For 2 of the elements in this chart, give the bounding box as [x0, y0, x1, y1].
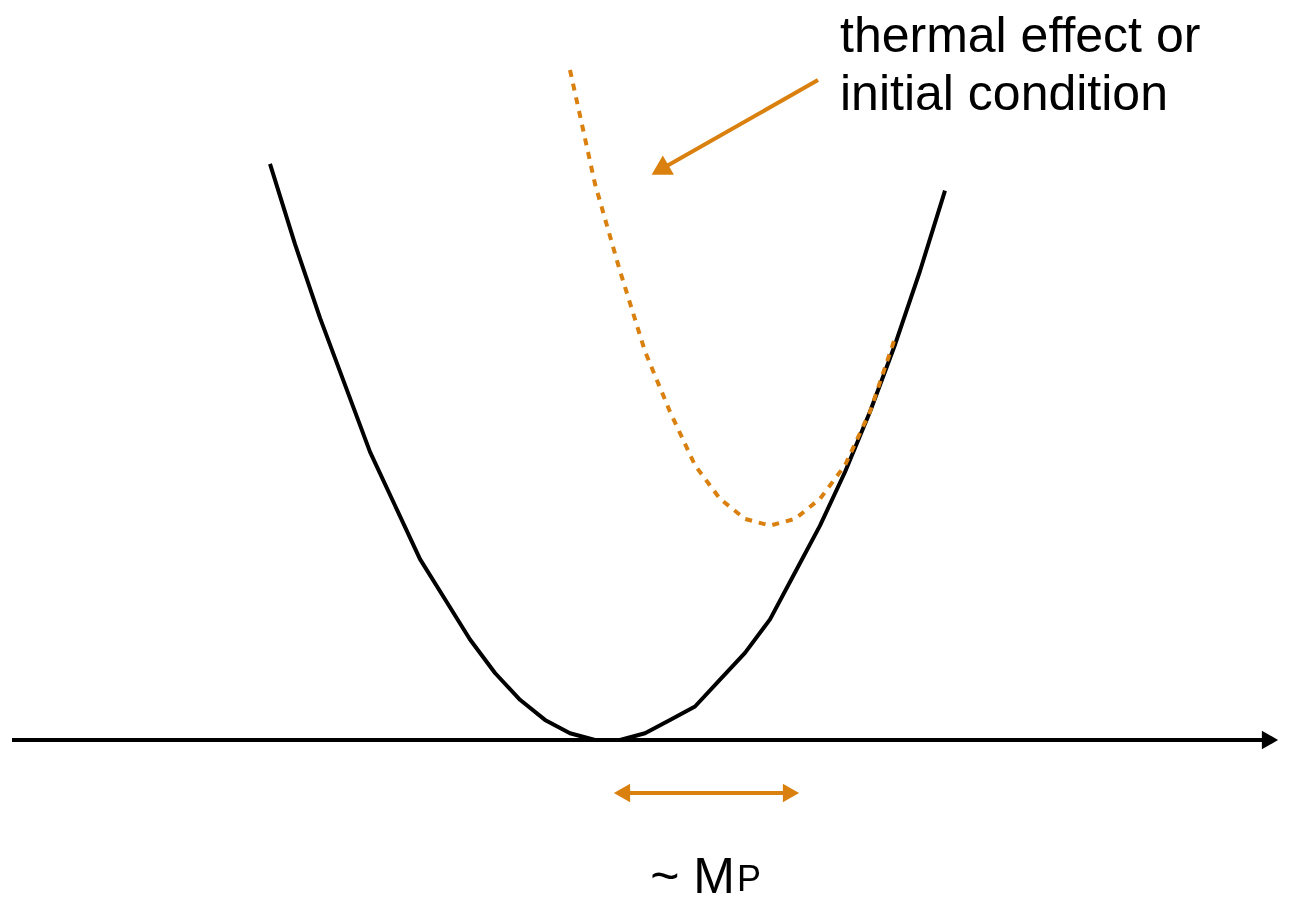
annotation: thermal effect or initial condition	[840, 7, 1201, 121]
text: ~ MP	[650, 848, 762, 899]
